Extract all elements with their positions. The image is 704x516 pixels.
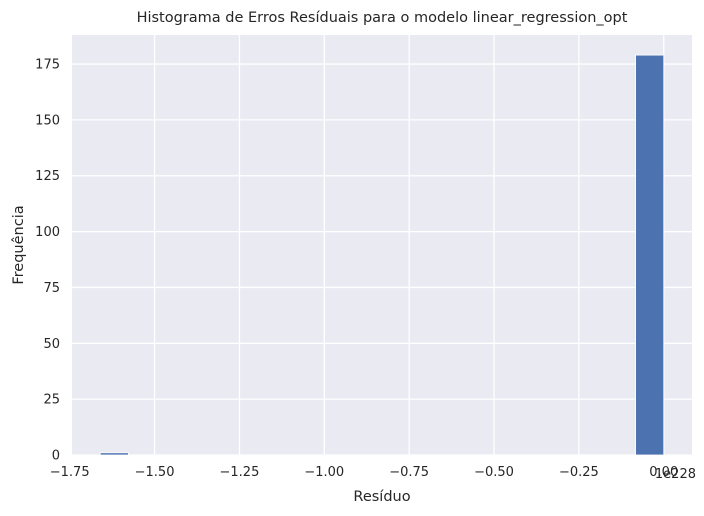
histogram-bar-19	[635, 54, 665, 456]
x-tick-label-7: 0.00	[649, 465, 678, 480]
y-tick-label-6: 150	[35, 113, 60, 128]
y-tick-label-3: 75	[43, 281, 60, 296]
y-tick-label-7: 175	[35, 58, 60, 73]
histogram-bar-0	[99, 452, 129, 456]
y-tick-label-2: 50	[43, 337, 60, 352]
chart-title: Histograma de Erros Resíduais para o mod…	[137, 10, 628, 26]
x-tick-label-6: −0.25	[559, 465, 599, 480]
plot-background	[72, 35, 692, 455]
y-tick-label-5: 125	[35, 169, 60, 184]
y-tick-label-1: 25	[43, 393, 60, 408]
grid-lines	[69, 35, 692, 456]
y-tick-label-4: 100	[35, 225, 60, 240]
x-tick-label-0: −1.75	[50, 465, 90, 480]
y-tick-labels: 0 25 50 75 100 125 150 175	[35, 58, 60, 464]
x-tick-labels: −1.75 −1.50 −1.25 −1.00 −0.75 −0.50 −0.25 0.00	[50, 465, 678, 480]
y-axis-label: Frequência	[11, 205, 27, 284]
histogram-bars	[99, 54, 665, 456]
x-tick-label-5: −0.50	[474, 465, 514, 480]
y-tick-label-0: 0	[52, 449, 60, 464]
x-tick-label-1: −1.50	[135, 465, 175, 480]
x-tick-label-3: −1.00	[304, 465, 344, 480]
x-axis-offset-label: 1e228	[655, 467, 696, 482]
x-tick-label-2: −1.25	[220, 465, 260, 480]
x-tick-label-4: −0.75	[389, 465, 429, 480]
x-axis-label: Resíduo	[353, 489, 410, 505]
